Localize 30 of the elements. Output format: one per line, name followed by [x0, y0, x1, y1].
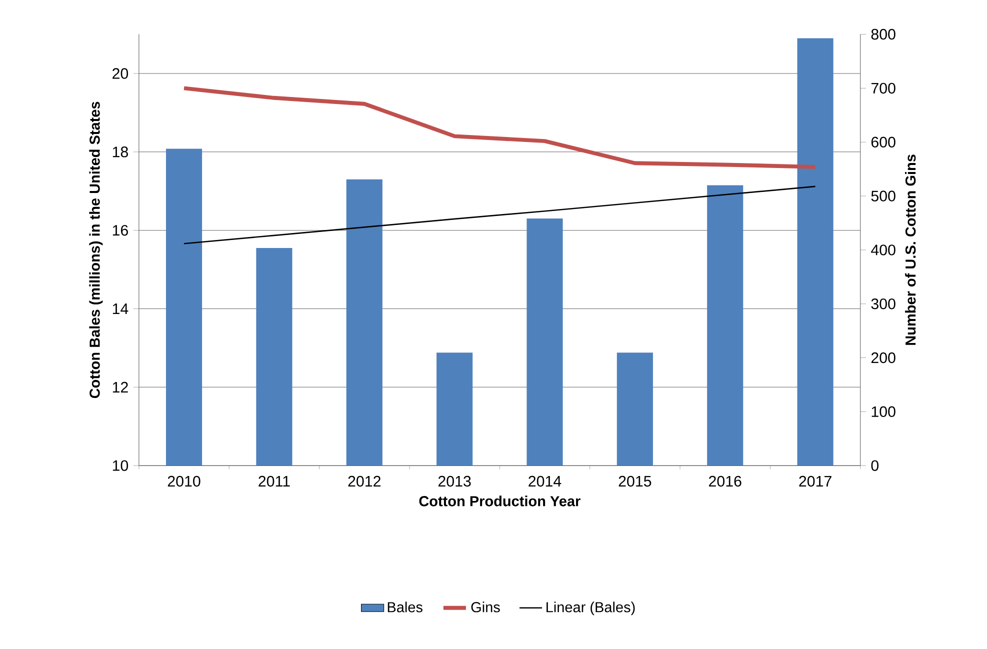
line-series — [182, 86, 818, 169]
y-tick-label: 14 — [112, 304, 128, 314]
y-tick-label: 12 — [112, 382, 128, 392]
x-axis-title: Cotton Production Year — [419, 496, 580, 506]
y2-tick-label: 400 — [871, 244, 896, 256]
x-tick-label: 2010 — [168, 476, 200, 487]
y2-tick-label: 300 — [871, 298, 896, 310]
x-tick-label: 2012 — [348, 476, 380, 487]
x-tick-label: 2017 — [799, 476, 832, 487]
y-tick-label: 20 — [112, 68, 128, 79]
y2-tick-label: 0 — [871, 460, 879, 471]
y-tick-label: 16 — [112, 225, 128, 236]
legend-label: Gins — [471, 602, 500, 612]
x-tick-label: 2011 — [258, 476, 290, 487]
x-tick-label: 2015 — [618, 476, 652, 487]
y2-tick-label: 700 — [871, 82, 896, 94]
y2-tick-label: 200 — [871, 352, 896, 364]
x-tick-label: 2016 — [709, 476, 742, 487]
y-tick-label: 10 — [112, 460, 128, 471]
legend-label: Bales — [388, 602, 422, 612]
y2-tick-label: 600 — [871, 136, 896, 148]
x-tick-label: 2013 — [438, 476, 471, 487]
y2-tick-label: 100 — [872, 406, 896, 418]
y2-tick-label: 800 — [871, 28, 896, 40]
y-axis-title: Cotton Bales (millions) in the United States — [89, 102, 103, 398]
y-tick-label: 18 — [112, 146, 128, 158]
x-tick-label: 2014 — [528, 476, 562, 487]
y2-axis-title: Number of U.S. Cotton Gins — [905, 154, 916, 345]
legend-label: Linear (Bales) — [546, 602, 635, 616]
y2-tick-label: 500 — [871, 190, 896, 202]
